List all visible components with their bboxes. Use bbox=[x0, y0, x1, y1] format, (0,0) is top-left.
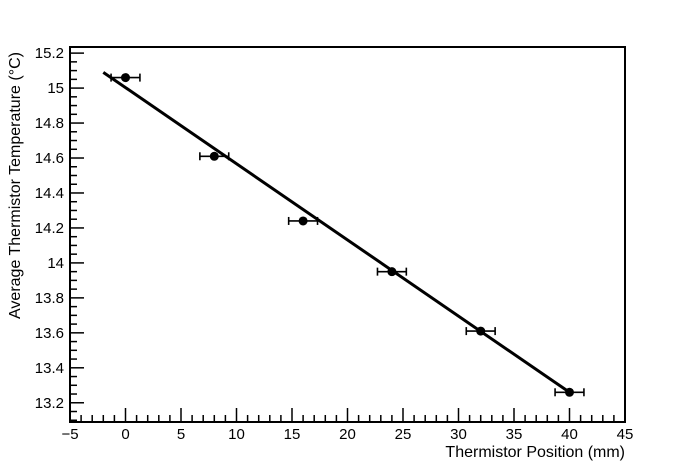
x-tick-label: 0 bbox=[121, 426, 129, 443]
y-tick-label: 14 bbox=[47, 255, 64, 272]
fit-line bbox=[102, 71, 571, 394]
y-tick-label: 14.4 bbox=[35, 185, 64, 202]
y-tick-label: 13.4 bbox=[35, 360, 64, 377]
y-axis-title: Average Thermistor Temperature (°C) bbox=[7, 52, 24, 319]
x-tick-label: 35 bbox=[506, 426, 523, 443]
data-point-marker bbox=[209, 151, 219, 161]
y-tick-label: 15.2 bbox=[35, 45, 64, 62]
y-tick-label: 14.2 bbox=[35, 220, 64, 237]
x-tick-label: 30 bbox=[450, 426, 467, 443]
y-tick-label: 13.6 bbox=[35, 325, 64, 342]
x-tick-label: 20 bbox=[339, 426, 356, 443]
x-tick-label: −5 bbox=[61, 426, 78, 443]
y-tick-label: 13.8 bbox=[35, 290, 64, 307]
y-tick-label: 13.2 bbox=[35, 395, 64, 412]
x-tick-label: 10 bbox=[228, 426, 245, 443]
data-point-marker bbox=[121, 73, 130, 83]
data-point-marker bbox=[476, 326, 486, 336]
y-tick-label: 14.6 bbox=[35, 150, 64, 167]
data-point-marker bbox=[298, 216, 308, 226]
y-tick-label: 14.8 bbox=[35, 115, 64, 132]
x-tick-label: 25 bbox=[395, 426, 412, 443]
y-tick-label: 15 bbox=[47, 80, 64, 97]
x-tick-label: 15 bbox=[284, 426, 301, 443]
x-tick-label: 5 bbox=[177, 426, 185, 443]
plot-frame bbox=[69, 46, 626, 423]
x-axis-title: Thermistor Position (mm) bbox=[445, 444, 625, 461]
x-tick-label: 40 bbox=[561, 426, 578, 443]
data-point-marker bbox=[565, 387, 574, 397]
data-point-marker bbox=[387, 267, 397, 277]
x-tick-label: 45 bbox=[617, 426, 634, 443]
